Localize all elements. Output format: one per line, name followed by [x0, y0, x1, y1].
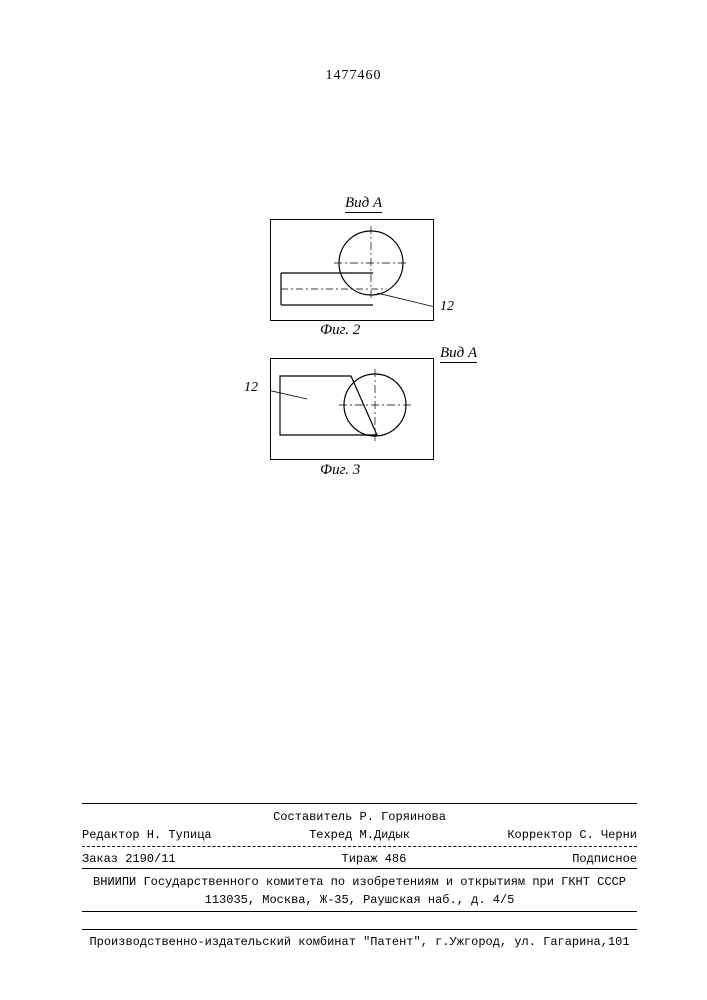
- fig3-wedge: [280, 376, 377, 435]
- techred-text: Техред М.Дидык: [309, 826, 410, 844]
- fig2-view-label: Вид А: [345, 195, 382, 213]
- fig3-svg: [271, 359, 433, 459]
- footer-publisher: Производственно-издательский комбинат "П…: [82, 933, 637, 951]
- fig2-callout: 12: [440, 299, 454, 315]
- fig3-label: Фиг. 3: [320, 462, 360, 479]
- footer-line3: Заказ 2190/11 Тираж 486 Подписное: [82, 850, 637, 868]
- footer-line1: Составитель Р. Горяинова: [82, 808, 637, 826]
- org2-text: 113035, Москва, Ж-35, Раушская наб., д. …: [82, 891, 637, 909]
- footer-org: ВНИИПИ Государственного комитета по изоб…: [82, 873, 637, 909]
- compiler-text: Составитель Р. Горяинова: [273, 810, 446, 824]
- footer-line2: Редактор Н. Тупица Техред М.Дидык Коррек…: [82, 826, 637, 844]
- corrector-text: Корректор С. Черни: [507, 826, 637, 844]
- footer-rule-mid1: [82, 868, 637, 869]
- footer-rule-dashed: [82, 846, 637, 847]
- fig2-frame: [270, 219, 434, 321]
- publisher-text: Производственно-издательский комбинат "П…: [89, 935, 629, 949]
- signed-text: Подписное: [572, 850, 637, 868]
- footer-rule-mid2: [82, 911, 637, 912]
- fig3-view-label: Вид А: [440, 345, 477, 363]
- footer-rule-top: [82, 803, 637, 804]
- editor-text: Редактор Н. Тупица: [82, 826, 212, 844]
- fig2-svg: [271, 220, 433, 320]
- page-number: 1477460: [326, 68, 382, 84]
- tirage-text: Тираж 486: [342, 850, 407, 868]
- fig3-frame: [270, 358, 434, 460]
- order-text: Заказ 2190/11: [82, 850, 176, 868]
- fig2-leader: [377, 293, 433, 307]
- footer-rule-bottom: [82, 929, 637, 930]
- fig2-label: Фиг. 2: [320, 322, 360, 339]
- fig3-leader: [271, 389, 307, 399]
- fig3-callout: 12: [244, 380, 258, 396]
- org1-text: ВНИИПИ Государственного комитета по изоб…: [82, 873, 637, 891]
